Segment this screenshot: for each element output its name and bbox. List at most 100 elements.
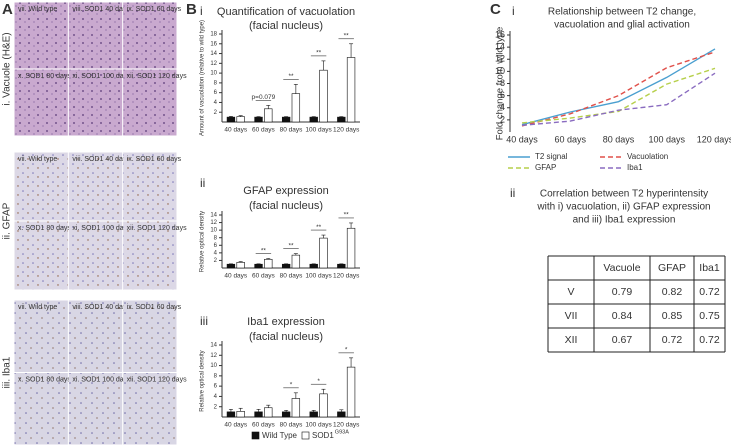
error-bar: [228, 116, 233, 118]
histology-image: [123, 221, 177, 290]
y-tick-label: 6: [500, 90, 505, 100]
x-tick-label: 120 days: [333, 422, 360, 429]
bar: [291, 93, 301, 123]
image-caption: ix. SOD1 60 days: [127, 304, 182, 311]
chart-index: i: [512, 4, 515, 18]
bar: [254, 116, 263, 123]
y-tick-label: 4: [214, 394, 218, 400]
bar: [281, 116, 291, 123]
y-tick-label: 14: [210, 51, 217, 57]
image-caption: xi. SOD1 100 days: [72, 225, 131, 232]
histology-image: [68, 2, 123, 69]
bar: [337, 116, 346, 123]
bar: [319, 69, 328, 123]
x-tick-label: 40 days: [224, 127, 248, 134]
error-bar: [284, 410, 289, 412]
bar: [309, 116, 318, 123]
error-bar: [238, 115, 243, 117]
significance-label: **: [288, 73, 294, 80]
bar: [346, 227, 356, 269]
y-tick-label: 10: [495, 66, 505, 76]
x-tick-label: 60 days: [554, 134, 586, 144]
image-caption: xi. SOD1 100 days: [72, 376, 131, 383]
y-tick-label: 8: [214, 373, 218, 379]
y-tick-label: 14: [210, 343, 217, 349]
legend-label: Iba1: [627, 163, 643, 172]
error-bar: [238, 407, 243, 412]
image-caption: xi. SOD1 100 days: [72, 73, 131, 80]
image-caption: x. SOD1 80 days: [18, 376, 71, 383]
x-tick-label: 60 days: [252, 422, 276, 429]
panel-label: C: [490, 1, 501, 18]
histology-image: [123, 2, 177, 69]
bar: [337, 263, 346, 269]
histology-image: [68, 152, 123, 221]
legend-label: GFAP: [535, 163, 556, 172]
x-tick-label: 80 days: [603, 134, 635, 144]
significance-label: **: [261, 247, 267, 254]
table-cell: 0.82: [662, 286, 683, 298]
section-label: iii. Iba1: [2, 356, 13, 388]
y-tick-label: 2: [214, 258, 218, 264]
image-caption: xii. SOD1 120 days: [127, 73, 187, 80]
significance-label: **: [288, 242, 294, 249]
histology-image: [14, 69, 68, 136]
image-caption: viii. SOD1 40 days: [72, 156, 130, 163]
x-tick-label: 80 days: [280, 273, 304, 280]
bar: [309, 263, 318, 269]
y-tick-label: 4: [500, 102, 505, 112]
y-tick-label: 6: [214, 384, 218, 390]
table-cell: XII: [565, 334, 578, 346]
chart-index: iii: [200, 314, 208, 328]
histology-image: [14, 373, 68, 445]
x-tick-label: 100 days: [305, 422, 332, 429]
table-cell: V: [567, 286, 574, 298]
bar: [291, 254, 301, 269]
bar: [346, 366, 356, 418]
histology-image: [14, 221, 68, 290]
table-cell: 0.75: [699, 310, 720, 322]
significance-label: p=0.079: [252, 94, 276, 101]
chart-index: i: [200, 4, 203, 18]
image-caption: x. SOD1 80 days: [18, 225, 71, 232]
table-cell: VII: [565, 310, 578, 322]
bar: [319, 393, 328, 418]
error-bar: [349, 43, 354, 58]
y-axis-label: Relative optical density: [200, 211, 206, 272]
panel-label: B: [186, 1, 197, 18]
chart-title: Iba1 expression: [247, 316, 325, 328]
chart-title: Quantification of vacuolation: [217, 6, 355, 18]
bar: [226, 263, 236, 269]
x-tick-label: 100 days: [305, 127, 332, 134]
y-axis-label: Relative optical density: [200, 350, 206, 411]
x-tick-label: 120 days: [333, 273, 360, 280]
error-bar: [349, 222, 354, 229]
significance-label: **: [316, 224, 322, 231]
bar: [226, 116, 236, 123]
x-tick-label: 120 days: [697, 134, 731, 144]
histology-image: [68, 69, 123, 136]
y-tick-label: 8: [214, 80, 218, 86]
table-index: ii: [510, 186, 515, 200]
bar: [236, 262, 245, 269]
chart-subtitle: (facial nucleus): [249, 200, 323, 212]
x-tick-label: 120 days: [333, 127, 360, 134]
y-tick-label: 2: [214, 404, 218, 410]
x-tick-label: 40 days: [224, 273, 248, 280]
bar: [254, 411, 263, 418]
significance-label: **: [344, 212, 350, 219]
bar: [309, 411, 318, 418]
bar: [281, 411, 291, 418]
x-tick-label: 80 days: [280, 422, 304, 429]
x-tick-label: 60 days: [252, 273, 276, 280]
y-tick-label: 12: [495, 54, 505, 64]
image-caption: x. SOD1 80 days: [18, 73, 71, 80]
bar: [236, 411, 245, 418]
y-tick-label: 4: [214, 100, 218, 106]
y-tick-label: 16: [495, 29, 505, 39]
x-tick-label: 100 days: [648, 134, 685, 144]
error-bar: [349, 357, 354, 368]
line-series: [521, 51, 716, 127]
legend-label: Vacuolation: [627, 152, 668, 161]
